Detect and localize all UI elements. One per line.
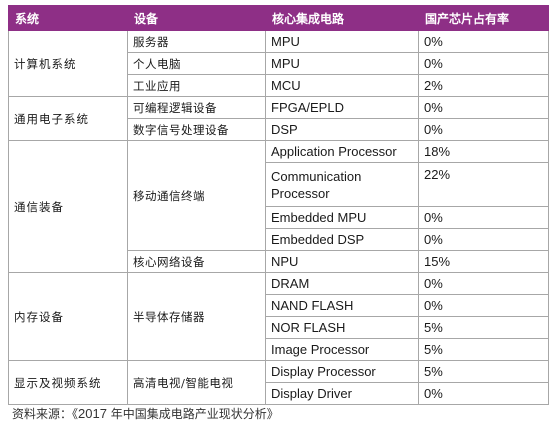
- chip-cell: Embedded DSP: [265, 228, 419, 251]
- chip-cell: Image Processor: [265, 338, 419, 361]
- table-row: 通信装备 移动通信终端 Application Processor 18%: [8, 140, 549, 273]
- chip-cell: MCU: [265, 74, 419, 97]
- chip-cell: Display Driver: [265, 382, 419, 405]
- ic-share-table: 系统 设备 核心集成电路 国产芯片占有率 计算机系统 服务器 MPU 0% 个人…: [8, 5, 549, 405]
- header-system: 系统: [8, 5, 128, 31]
- chip-cell: DRAM: [265, 272, 419, 295]
- source-year: 2017: [78, 406, 107, 421]
- system-cell: 内存设备: [8, 272, 128, 361]
- chip-cell: NPU: [265, 250, 419, 273]
- share-cell: 5%: [418, 316, 549, 339]
- device-cell: 可编程逻辑设备: [127, 96, 266, 119]
- chip-cell: NOR FLASH: [265, 316, 419, 339]
- device-cell: 个人电脑: [127, 52, 266, 75]
- device-cell: 高清电视/智能电视: [127, 360, 266, 405]
- table-row: 显示及视频系统 高清电视/智能电视 Display Processor 5%: [8, 360, 549, 405]
- source-suffix: 年中国集成电路产业现状分析》: [106, 407, 279, 421]
- chip-cell: Communication Processor: [265, 162, 419, 207]
- share-cell: 0%: [418, 96, 549, 119]
- system-cell: 通信装备: [8, 140, 128, 273]
- share-cell: 0%: [418, 382, 549, 405]
- share-cell: 0%: [418, 206, 549, 229]
- share-cell: 0%: [418, 228, 549, 251]
- chip-cell: Display Processor: [265, 360, 419, 383]
- chip-cell: Application Processor: [265, 140, 419, 163]
- chip-cell: Embedded MPU: [265, 206, 419, 229]
- table-row: Image Processor 5%: [9, 338, 549, 361]
- device-cell: 移动通信终端: [127, 140, 266, 251]
- chip-cell: DSP: [265, 118, 419, 141]
- device-cell: 核心网络设备: [127, 250, 266, 273]
- share-cell: 0%: [418, 118, 549, 141]
- source-prefix: 资料来源：《: [12, 407, 79, 421]
- share-cell: 5%: [418, 338, 549, 361]
- share-cell: 0%: [418, 52, 549, 75]
- share-cell: 0%: [418, 30, 549, 53]
- share-cell: 22%: [418, 162, 549, 207]
- table-row: 核心网络设备 NPU 15%: [9, 250, 549, 273]
- system-cell: 通用电子系统: [8, 96, 128, 141]
- share-cell: 5%: [418, 360, 549, 383]
- share-cell: 15%: [418, 250, 549, 273]
- source-note: 资料来源：《2017 年中国集成电路产业现状分析》: [12, 405, 279, 422]
- system-cell: 显示及视频系统: [8, 360, 128, 405]
- header-domestic-share: 国产芯片占有率: [418, 5, 549, 31]
- device-cell: 服务器: [127, 30, 266, 53]
- table-header-row: 系统 设备 核心集成电路 国产芯片占有率: [8, 5, 549, 31]
- system-cell: 计算机系统: [8, 30, 128, 97]
- table-row: 计算机系统 服务器 MPU 0%: [8, 30, 549, 97]
- share-cell: 0%: [418, 272, 549, 295]
- table-row: 工业应用 MCU 2%: [9, 74, 549, 97]
- device-cell: 工业应用: [127, 74, 266, 97]
- device-cell: 数字信号处理设备: [127, 118, 266, 141]
- table-row: Display Driver 0%: [9, 382, 549, 405]
- header-core-ic: 核心集成电路: [265, 5, 419, 31]
- share-cell: 18%: [418, 140, 549, 163]
- device-cell: 半导体存储器: [127, 272, 266, 361]
- table-row: 通用电子系统 可编程逻辑设备 FPGA/EPLD 0%: [8, 96, 549, 141]
- header-device: 设备: [127, 5, 266, 31]
- chip-cell: NAND FLASH: [265, 294, 419, 317]
- table-row: NAND FLASH 0%: [9, 294, 549, 317]
- table-row: Embedded DSP 0%: [9, 228, 549, 251]
- table-row: 内存设备 半导体存储器 DRAM 0%: [8, 272, 549, 361]
- share-cell: 2%: [418, 74, 549, 97]
- chip-cell: FPGA/EPLD: [265, 96, 419, 119]
- share-cell: 0%: [418, 294, 549, 317]
- ic-share-table-container: 系统 设备 核心集成电路 国产芯片占有率 计算机系统 服务器 MPU 0% 个人…: [8, 5, 549, 405]
- chip-cell: MPU: [265, 30, 419, 53]
- chip-cell: MPU: [265, 52, 419, 75]
